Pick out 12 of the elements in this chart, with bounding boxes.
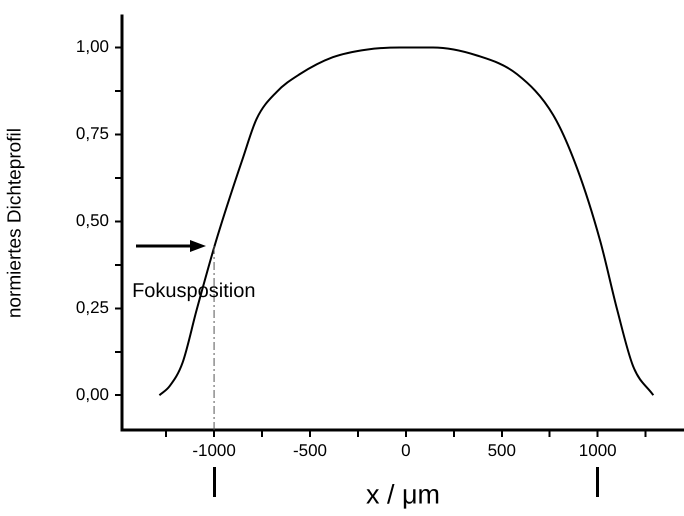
y-axis-title: normiertes Dichteprofil <box>4 128 26 318</box>
y-tick-label: 0,00 <box>76 384 109 404</box>
y-tick-label: 0,50 <box>76 211 109 230</box>
x-tick-label: -500 <box>292 440 327 460</box>
x-tick-label: -1000 <box>192 440 236 460</box>
x-tick-label: 1000 <box>578 440 617 460</box>
x-axis-title: x / μm <box>366 479 440 510</box>
y-tick-label: 0,25 <box>76 298 109 317</box>
x-tick-label: 500 <box>488 440 516 460</box>
x-tick-label: 0 <box>401 440 411 460</box>
y-tick-label: 0,75 <box>76 124 109 144</box>
y-tick-label: 1,00 <box>76 37 109 56</box>
